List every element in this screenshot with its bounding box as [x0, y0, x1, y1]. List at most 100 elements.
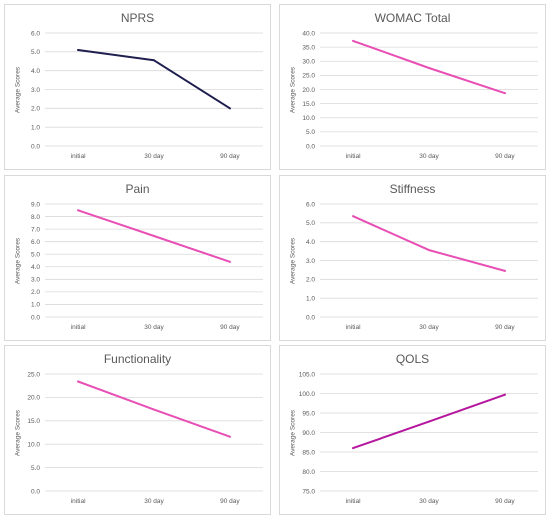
y-tick-label: 30.0 [302, 59, 315, 66]
data-point [77, 209, 80, 212]
y-tick-label: 20.0 [302, 87, 315, 94]
y-tick-label: 105.0 [299, 371, 316, 378]
chart-plot: 0.0 5.0 10.0 15.0 20.0 25.0 30.0 35.0 40.0 initia… [302, 30, 538, 160]
chart-panel: Functionality Average Scores 0.0 5.0 10.0 15.… [4, 345, 271, 515]
y-tick-label: 75.0 [302, 488, 315, 495]
y-tick-label: 25.0 [27, 371, 40, 378]
data-point [428, 67, 430, 70]
x-tick-label: initial [346, 153, 361, 160]
x-tick-label: 30 day [144, 324, 164, 331]
y-tick-label: 0.0 [31, 143, 40, 150]
y-tick-label: 6.0 [31, 239, 40, 246]
data-point [503, 393, 506, 396]
chart-plot: 0.0 1.0 2.0 3.0 4.0 5.0 6.0 initial 30 day 90 day [31, 30, 263, 160]
x-tick-label: 90 day [495, 498, 515, 505]
y-tick-label: 90.0 [302, 430, 315, 437]
x-tick-label: 90 day [220, 153, 240, 160]
y-tick-label: 25.0 [302, 73, 315, 80]
data-point [428, 249, 430, 252]
y-tick-label: 4.0 [31, 264, 40, 271]
y-tick-label: 35.0 [302, 44, 315, 51]
y-tick-label: 7.0 [31, 226, 40, 233]
chart-title: Functionality [103, 352, 172, 366]
data-point [153, 235, 155, 238]
data-point [503, 92, 506, 95]
x-tick-label: initial [71, 324, 86, 331]
chart-panel: Stiffness Average Scores 0.0 1.0 2.0 3.0 4.0 5.… [279, 175, 546, 341]
y-tick-label: 1.0 [31, 124, 40, 131]
y-tick-label: 85.0 [302, 449, 315, 456]
x-tick-label: 90 day [220, 498, 240, 505]
y-tick-label: 3.0 [31, 277, 40, 284]
x-tick-label: 30 day [419, 153, 439, 160]
y-tick-label: 95.0 [302, 410, 315, 417]
series-line [77, 49, 231, 110]
x-tick-label: 30 day [419, 324, 439, 331]
y-tick-label: 0.0 [306, 143, 315, 150]
data-point [228, 260, 231, 263]
chart-title: Pain [125, 182, 150, 196]
data-point [228, 435, 231, 438]
chart-title: WOMAC Total [374, 11, 451, 25]
y-tick-label: 8.0 [31, 214, 40, 221]
data-point [153, 59, 155, 62]
y-tick-label: 2.0 [31, 106, 40, 113]
chart-plot: 0.0 5.0 10.0 15.0 20.0 25.0 initial 30 day 90 da… [27, 371, 263, 505]
data-point [77, 48, 80, 51]
y-tick-label: 5.0 [306, 129, 315, 136]
y-tick-label: 3.0 [306, 258, 315, 265]
data-point [228, 107, 231, 110]
y-tick-label: 5.0 [31, 465, 40, 472]
y-tick-label: 10.0 [302, 115, 315, 122]
x-tick-label: 90 day [495, 153, 515, 160]
y-tick-label: 15.0 [27, 418, 40, 425]
chart-plot: 0.0 1.0 2.0 3.0 4.0 5.0 6.0 7.0 8.0 9.0 initial 30 … [31, 201, 263, 331]
data-point [503, 269, 506, 272]
y-tick-label: 80.0 [302, 469, 315, 476]
y-tick-label: 4.0 [306, 239, 315, 246]
x-tick-label: 30 day [144, 153, 164, 160]
data-point [77, 380, 80, 383]
data-point [352, 447, 355, 450]
chart-title: QOLS [395, 352, 430, 366]
x-tick-label: 90 day [495, 324, 515, 331]
x-tick-label: 90 day [220, 324, 240, 331]
x-tick-label: initial [346, 324, 361, 331]
y-tick-label: 2.0 [306, 277, 315, 284]
chart-plot: 0.0 1.0 2.0 3.0 4.0 5.0 6.0 initial 30 day 90 day [306, 201, 538, 331]
y-tick-label: 40.0 [302, 30, 315, 37]
y-tick-label: 5.0 [31, 252, 40, 259]
y-tick-label: 100.0 [299, 391, 316, 398]
y-tick-label: 5.0 [306, 220, 315, 227]
chart-panel: NPRS Average Scores 0.0 1.0 2.0 3.0 4.0 5.0 6.0 i… [4, 4, 271, 170]
x-tick-label: initial [71, 498, 86, 505]
y-tick-label: 2.0 [31, 289, 40, 296]
y-tick-label: 1.0 [306, 295, 315, 302]
y-tick-label: 1.0 [31, 302, 40, 309]
y-tick-label: 4.0 [31, 68, 40, 75]
y-tick-label: 0.0 [306, 314, 315, 321]
x-tick-label: initial [346, 498, 361, 505]
y-tick-label: 6.0 [31, 30, 40, 37]
chart-title: NPRS [120, 11, 155, 25]
y-tick-label: 9.0 [31, 201, 40, 208]
y-tick-label: 0.0 [31, 488, 40, 495]
y-tick-label: 20.0 [27, 395, 40, 402]
chart-panel: QOLS Average Scores 75.0 80.0 85.0 90.0 95.0 10… [279, 345, 546, 515]
y-tick-label: 0.0 [31, 314, 40, 321]
chart-panel: Pain Average Scores 0.0 1.0 2.0 3.0 4.0 5.0 6.0 7… [4, 175, 271, 341]
y-tick-label: 15.0 [302, 101, 315, 108]
x-tick-label: 30 day [144, 498, 164, 505]
chart-title: Stiffness [389, 182, 436, 196]
y-tick-label: 5.0 [31, 49, 40, 56]
data-point [153, 408, 155, 411]
data-point [352, 215, 355, 218]
x-tick-label: 30 day [419, 498, 439, 505]
y-tick-label: 10.0 [27, 442, 40, 449]
x-tick-label: initial [71, 153, 86, 160]
chart-panel: WOMAC Total Average Scores 0.0 5.0 10.0 15.0 2… [279, 4, 546, 170]
y-tick-label: 3.0 [31, 87, 40, 94]
chart-plot: 75.0 80.0 85.0 90.0 95.0 100.0 105.0 initial 30 … [299, 371, 538, 505]
series-line [352, 215, 506, 272]
data-point [428, 420, 430, 423]
